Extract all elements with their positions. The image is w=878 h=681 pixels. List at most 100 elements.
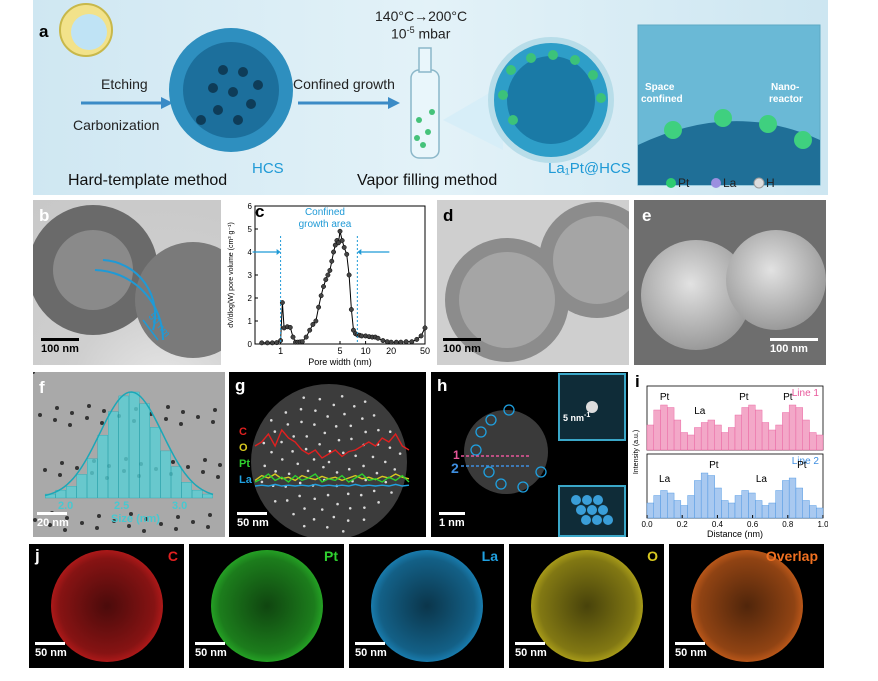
g-bright-dot [280,440,283,444]
particle-e2 [726,230,826,330]
panel-g-label: g [235,376,246,395]
c-point [346,272,352,278]
g-bright-dot [375,471,379,475]
i-bar [673,500,682,519]
h-model-atoms [571,495,613,525]
f-nanoparticle [211,420,215,424]
legend-pt-text: Pt [678,176,690,190]
f-nanoparticle [216,475,220,479]
panel-j-label: j [35,546,40,565]
c-point [403,339,409,345]
i-bar [795,407,803,451]
g-bright-dot [337,438,341,442]
c-arrow-left-head [276,249,281,255]
i-bar [775,424,783,451]
i-bar [700,472,709,519]
g-bright-dot [292,512,295,516]
g-bright-dot [260,480,264,484]
g-bright-dot [363,400,367,403]
i-bar [775,490,783,519]
eds-map-scale: 50 nm [675,642,707,659]
i-bar [734,495,742,519]
g-bright-dot [354,454,357,458]
f-nanoparticle [208,513,212,517]
g-bright-dot [363,506,366,510]
g-bright-dot [336,502,339,506]
panel-a-label: a [39,22,49,41]
etching-text: Etching [101,76,148,92]
g-bright-dot [393,468,397,471]
g-bright-dot [371,455,375,459]
f-xlabel: Size (nm) [111,513,160,525]
c-point [279,300,285,306]
eds-map-label: C [167,548,178,564]
f-nanoparticle [68,423,72,427]
g-bright-dot [347,467,351,471]
c-xtick-label: 1 [278,346,283,356]
i-bar [816,507,824,519]
g-legend-o: O [239,442,248,454]
i-bar [667,492,675,519]
panel-h: h 1 2 5 nm-1 1 nm [431,372,628,537]
f-bar [87,458,98,499]
g-bright-dot [298,481,302,485]
g-bright-dot [326,415,329,418]
g-bright-dot [269,419,273,422]
i-bar [802,500,810,519]
i-bar [721,432,729,451]
c-point [323,277,329,283]
i-bar [728,502,736,519]
f-bar [160,450,171,499]
c-point [299,339,305,345]
g-bright-dot [313,423,316,426]
f-nanoparticle [127,524,131,528]
g-bright-dot [287,472,291,476]
ampoule-particles [414,109,435,148]
f-nanoparticle [203,458,207,462]
f-nanoparticle [85,416,89,420]
temperature-text: 140°C→200°C [375,8,468,24]
g-bright-dot [320,508,324,511]
c-point [269,340,275,346]
g-bright-dot [323,431,327,435]
f-nanoparticle [63,528,67,532]
panel-e-label: e [642,206,652,225]
c-xtick-label: 50 [420,346,430,356]
i-bar [768,502,776,519]
eds-map-particle [50,550,163,662]
g-bright-dot [296,462,300,466]
hcs-pores [196,65,263,125]
panel-g-scale: 50 nm [237,512,269,529]
c-xtick-label: 5 [337,346,342,356]
c-ytick-label: 5 [248,225,253,234]
g-bright-dot [398,452,402,455]
c-ytick-label: 6 [248,202,253,211]
panel-f: f 2.0 2.5 3.0 Size (nm) 20 nm [33,372,225,537]
eds-map-scale: 50 nm [355,642,387,659]
f-nanoparticle [171,460,175,464]
i-bar [667,407,675,451]
legend-h-dot [753,177,765,189]
haadf-linescan [251,384,410,537]
g-bright-dot [390,491,393,494]
c-xtick-label: 10 [361,346,371,356]
f-nanoparticle [213,408,217,412]
g-bright-dot [270,450,273,454]
f-nanoparticle [48,523,52,527]
eds-map-c: C 50 nm [29,544,184,668]
eds-map-la: La 50 nm [349,544,504,668]
panel-d: d 100 nm [437,200,629,365]
c-point [310,322,316,327]
legend-h-text: H [766,176,775,190]
i-bar [816,434,824,451]
h-stem [461,373,626,537]
f-bar [192,489,203,499]
c-point [321,284,326,289]
g-bright-dot [341,530,345,533]
f-nanoparticle [53,418,57,422]
particle-d1-core [459,252,555,348]
eds-map-scale: 50 nm [515,642,547,659]
f-nanoparticle [142,529,146,533]
g-bright-dot [262,441,266,445]
c-point [422,325,428,331]
